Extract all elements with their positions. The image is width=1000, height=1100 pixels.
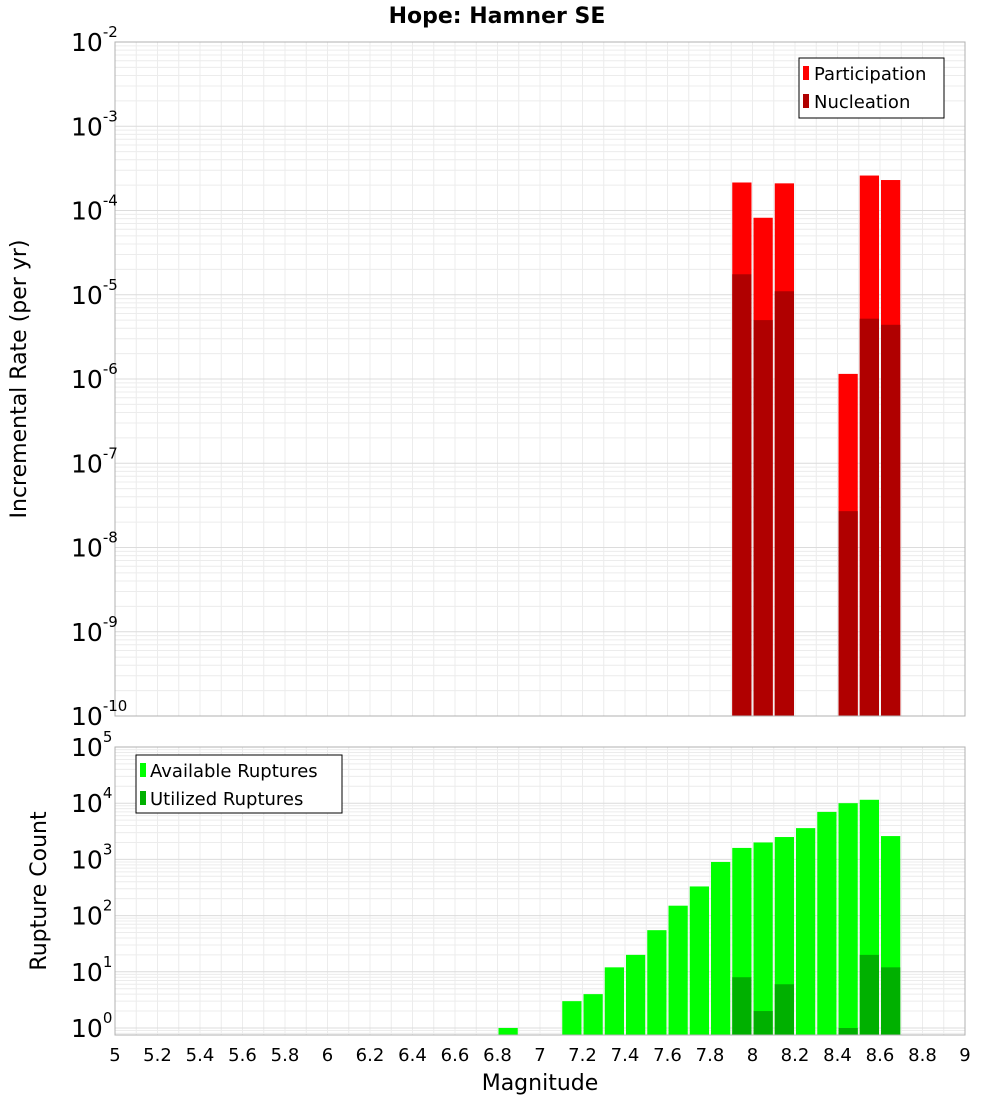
top-y-tick-label: 10-10: [71, 697, 127, 731]
bottom-y-tick-label: 100: [71, 1009, 112, 1043]
rate-bar-nucleation: [753, 320, 773, 716]
bottom-x-ticks: 5 5.2 5.4 5.6 5.8 6 6.2 6.4 6.6 6.8 7 7.2 7.4 7.6 7.8 8…: [109, 1045, 970, 1066]
top-bars: [732, 175, 901, 717]
x-tick-label: 6.8: [483, 1045, 512, 1066]
chart-title: Hope: Hamner SE: [389, 4, 606, 29]
count-bar-available-ruptures: [796, 828, 816, 1035]
x-tick-label: 8.8: [908, 1045, 937, 1066]
legend-label-utilized: Utilized Ruptures: [150, 789, 303, 810]
x-tick-label: 5.6: [228, 1045, 257, 1066]
rate-bar-nucleation: [859, 318, 879, 716]
x-tick-label: 7.4: [611, 1045, 640, 1066]
x-tick-label: 7.6: [653, 1045, 682, 1066]
legend-label-available: Available Ruptures: [150, 761, 318, 782]
top-y-tick-label: 10-7: [71, 444, 118, 478]
count-bar-available-ruptures: [753, 842, 773, 1035]
count-bar-available-ruptures: [668, 905, 688, 1035]
bottom-y-tick-label: 101: [71, 953, 112, 987]
x-tick-label: 5.8: [271, 1045, 300, 1066]
count-bar-utilized-ruptures: [838, 1027, 858, 1035]
x-tick-label: 6.6: [441, 1045, 470, 1066]
legend-swatch-available: [140, 763, 146, 777]
bottom-y-tick-label: 102: [71, 897, 112, 931]
bottom-bars: [498, 799, 901, 1035]
rate-bar-nucleation: [838, 511, 858, 716]
bottom-chart: 100 101 102 103 104 105 5 5.2 5.4 5.6 5.8 6 6.2 6.4 6…: [27, 728, 971, 1096]
top-y-ticks: 10-10 10-9 10-8 10-7 10-6 10-5 10-4 10-3 10-2: [71, 23, 127, 731]
x-tick-label: 8.2: [781, 1045, 810, 1066]
legend-label-nucleation: Nucleation: [814, 92, 910, 113]
top-gridlines: [114, 41, 966, 717]
rate-bar-nucleation: [732, 274, 752, 716]
bottom-y-tick-label: 103: [71, 840, 112, 874]
bottom-y-tick-label: 105: [71, 728, 112, 762]
legend-swatch-nucleation: [803, 94, 809, 108]
x-tick-label: 6.4: [398, 1045, 427, 1066]
x-tick-label: 7: [534, 1045, 545, 1066]
legend-label-participation: Participation: [814, 64, 926, 85]
x-tick-label: 7.2: [568, 1045, 597, 1066]
count-bar-utilized-ruptures: [753, 1011, 773, 1035]
count-bar-utilized-ruptures: [774, 984, 794, 1035]
count-bar-available-ruptures: [647, 930, 667, 1035]
top-legend-box: [798, 57, 945, 119]
bottom-legend-box: [135, 754, 343, 814]
top-y-tick-label: 10-2: [71, 23, 118, 57]
x-tick-label: 6: [322, 1045, 333, 1066]
top-y-tick-label: 10-3: [71, 107, 118, 141]
top-chart: 10-10 10-9 10-8 10-7 10-6 10-5 10-4 10-3 10-2 In…: [7, 23, 966, 731]
count-bar-utilized-ruptures: [881, 967, 901, 1035]
count-bar-available-ruptures: [711, 861, 731, 1035]
bottom-plot-frame: [114, 746, 966, 1036]
x-tick-label: 5.2: [143, 1045, 172, 1066]
legend-swatch-utilized: [140, 791, 146, 805]
bottom-y-axis-label: Rupture Count: [27, 811, 52, 971]
bottom-y-tick-label: 104: [71, 784, 112, 818]
x-tick-label: 6.2: [356, 1045, 385, 1066]
count-bar-available-ruptures: [498, 1027, 518, 1035]
top-y-tick-label: 10-8: [71, 529, 118, 563]
x-tick-label: 8.6: [866, 1045, 895, 1066]
x-axis-label: Magnitude: [482, 1071, 599, 1096]
top-legend: Participation Nucleation: [798, 57, 945, 119]
count-bar-utilized-ruptures: [859, 954, 879, 1035]
x-tick-label: 7.8: [696, 1045, 725, 1066]
count-bar-available-ruptures: [689, 886, 709, 1035]
legend-swatch-participation: [803, 66, 809, 80]
top-y-tick-label: 10-6: [71, 360, 118, 394]
count-bar-available-ruptures: [583, 994, 603, 1035]
x-tick-label: 5.4: [186, 1045, 215, 1066]
bottom-y-ticks: 100 101 102 103 104 105: [71, 728, 112, 1043]
x-tick-label: 9: [959, 1045, 970, 1066]
count-bar-available-ruptures: [562, 1001, 582, 1035]
top-plot-frame: [114, 41, 966, 717]
count-bar-available-ruptures: [626, 954, 646, 1035]
x-tick-label: 8: [747, 1045, 758, 1066]
bottom-legend: Available Ruptures Utilized Ruptures: [135, 754, 343, 814]
count-bar-available-ruptures: [817, 811, 837, 1035]
top-y-tick-label: 10-5: [71, 276, 118, 310]
count-bar-available-ruptures: [604, 967, 624, 1035]
x-tick-label: 8.4: [823, 1045, 852, 1066]
x-tick-label: 5: [109, 1045, 120, 1066]
top-y-axis-label: Incremental Rate (per yr): [7, 240, 32, 519]
count-bar-available-ruptures: [838, 803, 858, 1035]
rate-bar-nucleation: [774, 291, 794, 716]
top-y-tick-label: 10-9: [71, 613, 118, 647]
top-y-tick-label: 10-4: [71, 192, 118, 226]
count-bar-utilized-ruptures: [732, 977, 752, 1035]
rate-bar-nucleation: [881, 324, 901, 716]
